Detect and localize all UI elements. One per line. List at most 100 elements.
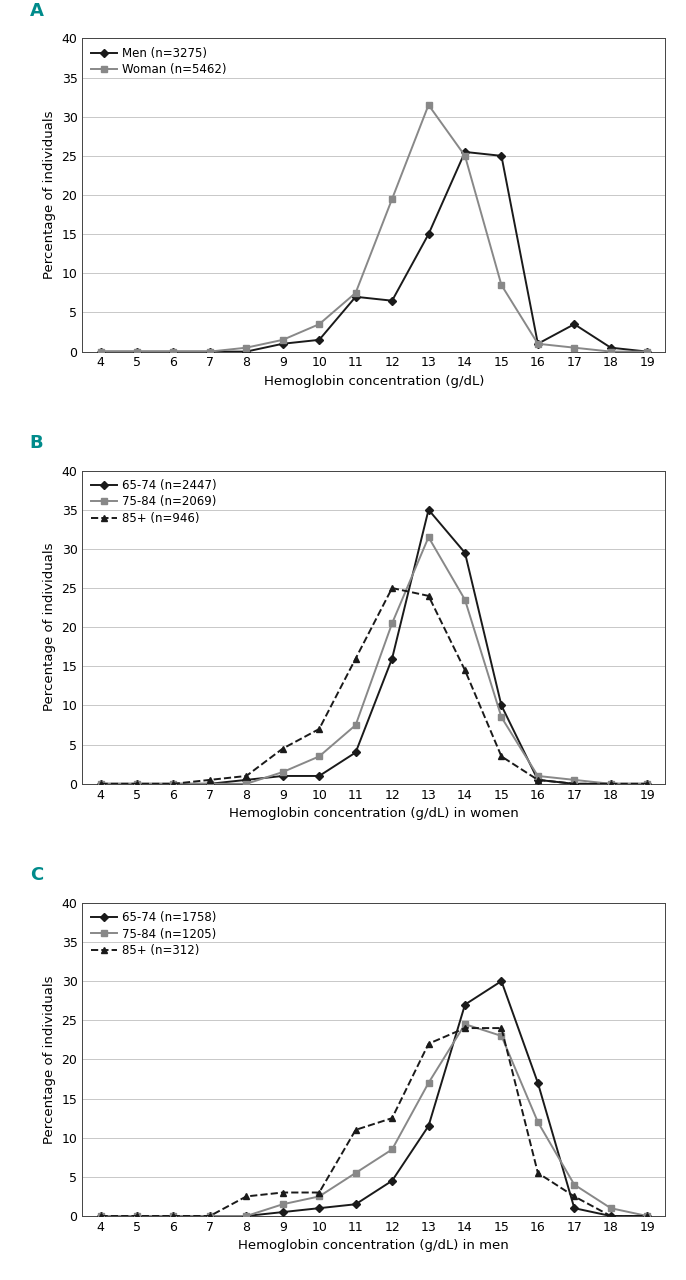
Text: C: C (30, 867, 43, 884)
75-84 (n=1205) (242, 1208, 250, 1224)
85+ (n=312) (351, 1123, 359, 1138)
75-84 (n=1205) (206, 1208, 214, 1224)
85+ (n=312) (133, 1208, 141, 1224)
85+ (n=312) (242, 1189, 250, 1204)
Woman (n=5462) (206, 344, 214, 360)
75-84 (n=2069) (461, 593, 469, 608)
Woman (n=5462) (133, 344, 141, 360)
65-74 (n=1758) (497, 973, 506, 988)
65-74 (n=1758) (606, 1208, 615, 1224)
65-74 (n=1758) (133, 1208, 141, 1224)
Y-axis label: Percentage of individuals: Percentage of individuals (43, 111, 56, 279)
Woman (n=5462) (279, 333, 287, 348)
Line: 85+ (n=312): 85+ (n=312) (98, 1025, 650, 1219)
Men (n=3275) (242, 344, 250, 360)
85+ (n=946) (133, 776, 141, 791)
75-84 (n=1205) (315, 1189, 323, 1204)
85+ (n=946) (643, 776, 651, 791)
Men (n=3275) (279, 337, 287, 352)
Men (n=3275) (388, 293, 397, 308)
75-84 (n=1205) (97, 1208, 105, 1224)
Legend: 65-74 (n=1758), 75-84 (n=1205), 85+ (n=312): 65-74 (n=1758), 75-84 (n=1205), 85+ (n=3… (88, 909, 220, 960)
65-74 (n=2447) (643, 776, 651, 791)
Men (n=3275) (315, 333, 323, 348)
Woman (n=5462) (461, 148, 469, 164)
85+ (n=946) (388, 580, 397, 595)
85+ (n=946) (242, 768, 250, 783)
65-74 (n=2447) (315, 768, 323, 783)
Line: 85+ (n=946): 85+ (n=946) (98, 585, 650, 787)
75-84 (n=2069) (97, 776, 105, 791)
85+ (n=312) (497, 1020, 506, 1036)
65-74 (n=2447) (534, 772, 542, 787)
65-74 (n=2447) (279, 768, 287, 783)
65-74 (n=1758) (461, 997, 469, 1012)
75-84 (n=2069) (351, 717, 359, 732)
85+ (n=946) (206, 772, 214, 787)
Men (n=3275) (206, 344, 214, 360)
65-74 (n=2447) (242, 772, 250, 787)
65-74 (n=2447) (461, 545, 469, 561)
Men (n=3275) (497, 148, 506, 164)
65-74 (n=2447) (97, 776, 105, 791)
75-84 (n=2069) (388, 616, 397, 631)
75-84 (n=2069) (206, 776, 214, 791)
Y-axis label: Percentage of individuals: Percentage of individuals (43, 543, 56, 712)
75-84 (n=2069) (643, 776, 651, 791)
Men (n=3275) (425, 227, 433, 242)
Men (n=3275) (606, 340, 615, 356)
85+ (n=312) (97, 1208, 105, 1224)
Woman (n=5462) (388, 191, 397, 206)
65-74 (n=2447) (388, 650, 397, 666)
75-84 (n=1205) (570, 1178, 578, 1193)
65-74 (n=1758) (388, 1172, 397, 1188)
Men (n=3275) (133, 344, 141, 360)
Men (n=3275) (643, 344, 651, 360)
65-74 (n=2447) (425, 502, 433, 517)
85+ (n=312) (425, 1036, 433, 1051)
65-74 (n=2447) (133, 776, 141, 791)
85+ (n=946) (169, 776, 178, 791)
75-84 (n=1205) (169, 1208, 178, 1224)
65-74 (n=2447) (351, 745, 359, 760)
75-84 (n=1205) (388, 1142, 397, 1157)
Men (n=3275) (570, 316, 578, 332)
75-84 (n=2069) (570, 772, 578, 787)
65-74 (n=2447) (206, 776, 214, 791)
85+ (n=312) (169, 1208, 178, 1224)
85+ (n=946) (97, 776, 105, 791)
75-84 (n=1205) (461, 1016, 469, 1032)
X-axis label: Hemoglobin concentration (g/dL): Hemoglobin concentration (g/dL) (263, 375, 484, 388)
Men (n=3275) (169, 344, 178, 360)
65-74 (n=1758) (242, 1208, 250, 1224)
Woman (n=5462) (497, 278, 506, 293)
85+ (n=946) (497, 749, 506, 764)
75-84 (n=1205) (279, 1197, 287, 1212)
85+ (n=946) (461, 663, 469, 678)
Woman (n=5462) (169, 344, 178, 360)
Woman (n=5462) (643, 344, 651, 360)
85+ (n=946) (606, 776, 615, 791)
85+ (n=946) (425, 589, 433, 604)
85+ (n=946) (534, 772, 542, 787)
X-axis label: Hemoglobin concentration (g/dL) in men: Hemoglobin concentration (g/dL) in men (239, 1239, 509, 1252)
Woman (n=5462) (606, 344, 615, 360)
75-84 (n=2069) (133, 776, 141, 791)
75-84 (n=1205) (133, 1208, 141, 1224)
75-84 (n=1205) (425, 1075, 433, 1091)
85+ (n=312) (315, 1185, 323, 1201)
Line: 65-74 (n=2447): 65-74 (n=2447) (98, 507, 650, 787)
75-84 (n=1205) (497, 1028, 506, 1043)
65-74 (n=1758) (169, 1208, 178, 1224)
75-84 (n=2069) (606, 776, 615, 791)
85+ (n=946) (315, 722, 323, 737)
Line: 75-84 (n=1205): 75-84 (n=1205) (98, 1021, 650, 1219)
85+ (n=312) (643, 1208, 651, 1224)
75-84 (n=2069) (425, 530, 433, 545)
75-84 (n=2069) (279, 764, 287, 780)
85+ (n=312) (461, 1020, 469, 1036)
Line: Woman (n=5462): Woman (n=5462) (98, 102, 650, 355)
65-74 (n=1758) (534, 1075, 542, 1091)
85+ (n=946) (279, 741, 287, 756)
65-74 (n=1758) (351, 1197, 359, 1212)
